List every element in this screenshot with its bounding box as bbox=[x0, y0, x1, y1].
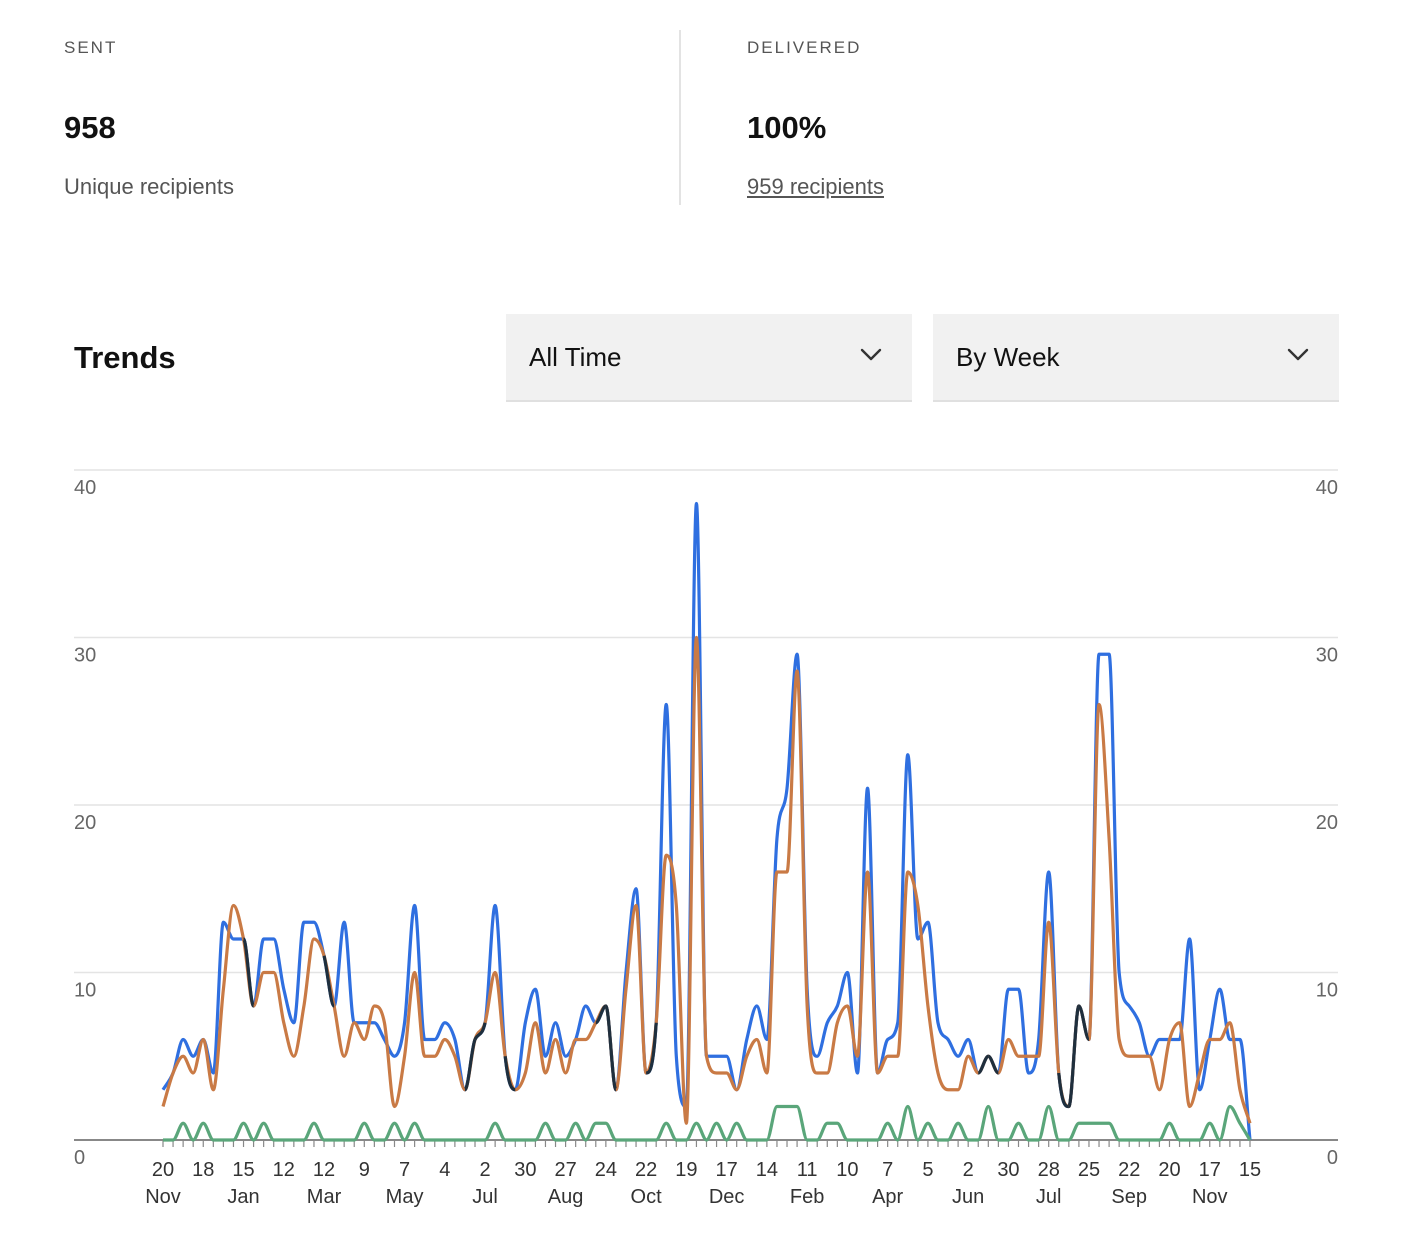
x-tick-label: 7 bbox=[399, 1159, 410, 1181]
y-tick-label-right: 40 bbox=[1316, 477, 1338, 499]
delivered-recipients-link[interactable]: 959 recipients bbox=[747, 174, 884, 199]
x-tick-label: 24 bbox=[595, 1159, 617, 1181]
stat-delivered-value: 100% bbox=[747, 110, 827, 145]
trends-title: Trends bbox=[74, 340, 176, 375]
x-month-label: Nov bbox=[1192, 1186, 1228, 1208]
x-tick-label: 28 bbox=[1038, 1159, 1060, 1181]
stat-sent-label: SENT bbox=[64, 38, 118, 57]
series-overlap-segment bbox=[322, 955, 336, 1008]
x-tick-label: 20 bbox=[152, 1159, 174, 1181]
x-month-label: Apr bbox=[872, 1186, 903, 1208]
x-tick-label: 5 bbox=[922, 1159, 933, 1181]
series-overlap-segment bbox=[1067, 1004, 1081, 1109]
time-range-value: All Time bbox=[529, 342, 622, 372]
chevron-down-icon bbox=[860, 348, 882, 361]
x-tick-label: 18 bbox=[192, 1159, 214, 1181]
series-overlap-segment bbox=[503, 1056, 516, 1092]
series-overlap-segment bbox=[604, 1004, 618, 1092]
x-tick-label: 30 bbox=[997, 1159, 1019, 1181]
x-month-label: May bbox=[386, 1186, 424, 1208]
x-month-label: Sep bbox=[1111, 1186, 1147, 1208]
stat-sent: SENT 958 Unique recipients bbox=[64, 0, 644, 210]
x-tick-label: 25 bbox=[1078, 1159, 1100, 1181]
chevron-down-icon bbox=[1287, 348, 1309, 361]
series-overlap-segment bbox=[473, 1022, 487, 1041]
x-tick-label: 12 bbox=[313, 1159, 335, 1181]
x-tick-label: 14 bbox=[756, 1159, 778, 1181]
y-tick-label-right: 30 bbox=[1316, 645, 1338, 667]
y-tick-label-right: 10 bbox=[1316, 980, 1338, 1002]
x-month-label: Jan bbox=[227, 1186, 259, 1208]
series-overlap-segment bbox=[463, 1038, 477, 1092]
x-tick-label: 27 bbox=[554, 1159, 576, 1181]
period-value: By Week bbox=[956, 342, 1060, 372]
x-month-label: Jul bbox=[1036, 1186, 1062, 1208]
y-tick-label-right: 0 bbox=[1327, 1147, 1338, 1169]
x-tick-label: 20 bbox=[1158, 1159, 1180, 1181]
time-range-select[interactable]: All Time bbox=[506, 314, 912, 402]
x-tick-label: 15 bbox=[232, 1159, 254, 1181]
x-month-label: Jul bbox=[472, 1186, 498, 1208]
y-tick-label-left: 20 bbox=[74, 812, 96, 834]
y-tick-label-left: 10 bbox=[74, 980, 96, 1002]
series-overlap-segment bbox=[241, 937, 256, 1008]
x-tick-label: 10 bbox=[836, 1159, 858, 1181]
series-overlap-segment bbox=[645, 1022, 658, 1075]
y-tick-label-left: 30 bbox=[74, 645, 96, 667]
y-tick-label-left: 40 bbox=[74, 477, 96, 499]
y-tick-label-right: 20 bbox=[1316, 812, 1338, 834]
series-line-green bbox=[162, 1104, 1252, 1142]
x-tick-label: 2 bbox=[480, 1159, 491, 1181]
series-overlap-segment bbox=[1057, 1072, 1069, 1109]
x-tick-label: 12 bbox=[273, 1159, 295, 1181]
x-tick-label: 2 bbox=[963, 1159, 974, 1181]
x-tick-label: 11 bbox=[797, 1159, 818, 1181]
x-month-label: Oct bbox=[631, 1186, 663, 1208]
stat-delivered-label: DELIVERED bbox=[747, 38, 862, 57]
x-tick-label: 7 bbox=[882, 1159, 893, 1181]
x-tick-label: 4 bbox=[439, 1159, 450, 1181]
x-tick-label: 9 bbox=[359, 1159, 370, 1181]
series-line-orange bbox=[161, 635, 1252, 1125]
x-tick-label: 22 bbox=[635, 1159, 657, 1181]
series-overlap-segment bbox=[977, 1054, 990, 1075]
x-tick-label: 19 bbox=[675, 1159, 697, 1181]
stats-divider bbox=[679, 30, 681, 205]
x-tick-label: 17 bbox=[716, 1159, 738, 1181]
stat-delivered: DELIVERED 100% 959 recipients bbox=[747, 0, 1327, 210]
x-tick-label: 15 bbox=[1239, 1159, 1261, 1181]
series-overlap-segment bbox=[595, 1004, 607, 1025]
stat-sent-value: 958 bbox=[64, 110, 116, 145]
series-overlap-segment bbox=[1077, 1004, 1091, 1042]
x-month-label: Nov bbox=[145, 1186, 181, 1208]
x-tick-label: 30 bbox=[514, 1159, 536, 1181]
x-tick-label: 17 bbox=[1199, 1159, 1221, 1181]
y-tick-label-left: 0 bbox=[74, 1147, 85, 1169]
x-tick-label: 22 bbox=[1118, 1159, 1140, 1181]
x-month-label: Dec bbox=[709, 1186, 745, 1208]
stat-sent-sub: Unique recipients bbox=[64, 174, 234, 199]
period-select[interactable]: By Week bbox=[933, 314, 1339, 402]
x-month-label: Feb bbox=[790, 1186, 824, 1208]
x-month-label: Mar bbox=[307, 1186, 342, 1208]
x-month-label: Jun bbox=[952, 1186, 984, 1208]
x-month-label: Aug bbox=[548, 1186, 584, 1208]
series-overlap-segment bbox=[987, 1054, 1000, 1075]
